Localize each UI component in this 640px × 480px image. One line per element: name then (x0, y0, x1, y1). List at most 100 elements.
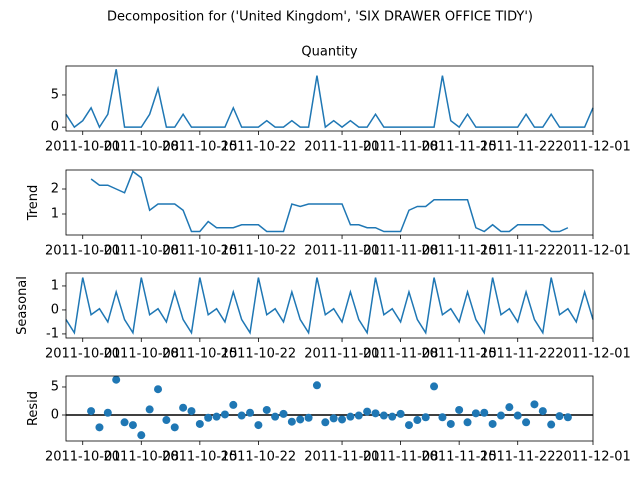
x-tick-label: 2011-10-15 (162, 347, 238, 362)
resid-point (463, 418, 472, 427)
x-tick-label: 2011-11-15 (421, 244, 497, 259)
resid-point (354, 411, 363, 420)
resid-point (404, 421, 413, 430)
x-tick-label: 2011-10-08 (104, 140, 180, 155)
resid-point (246, 408, 255, 417)
series-line (65, 277, 594, 335)
y-tick-label: -1 (46, 326, 59, 341)
x-tick-label: 2011-11-01 (304, 450, 380, 465)
axes-frame (65, 375, 594, 442)
resid-point (137, 431, 146, 440)
x-tick-label: 2011-10-01 (45, 450, 121, 465)
resid-point (346, 412, 355, 421)
chart-title: Decomposition for ('United Kingdom', 'SI… (107, 10, 533, 25)
panel-title: Quantity (301, 45, 357, 60)
y-tick-label: 0 (51, 408, 59, 423)
y-axis-label: Seasonal (15, 276, 30, 335)
resid-point (204, 413, 213, 422)
resid-point (455, 405, 464, 414)
resid-point (112, 375, 121, 384)
resid-point (329, 414, 338, 423)
x-tick-label: 2011-10-22 (221, 244, 297, 259)
resid-point (513, 411, 522, 420)
x-tick-label: 2011-11-22 (480, 244, 556, 259)
x-tick-label: 2011-10-08 (104, 450, 180, 465)
resid-point (379, 411, 388, 420)
resid-point (438, 413, 447, 422)
y-axis-label: Resid (26, 391, 41, 426)
resid-point (262, 405, 271, 414)
resid-point (296, 415, 305, 424)
y-tick-label: 0 (51, 302, 59, 317)
y-tick-label: 5 (51, 87, 59, 102)
resid-point (304, 413, 313, 422)
resid-point (229, 400, 238, 409)
x-tick-label: 2011-10-01 (45, 347, 121, 362)
resid-point (496, 411, 505, 420)
y-tick-label: 1 (51, 278, 59, 293)
x-tick-label: 2011-12-01 (555, 347, 631, 362)
resid-point (488, 419, 497, 428)
resid-point (95, 423, 104, 432)
x-tick-label: 2011-10-15 (162, 140, 238, 155)
resid-point (505, 403, 514, 412)
resid-point (321, 418, 330, 427)
resid-point (471, 409, 480, 418)
x-tick-label: 2011-10-15 (162, 244, 238, 259)
resid-point (254, 421, 263, 430)
resid-point (220, 410, 229, 419)
y-axis-label: Trend (26, 185, 41, 222)
resid-point (430, 382, 439, 391)
x-tick-label: 2011-11-01 (304, 140, 380, 155)
x-tick-label: 2011-11-15 (421, 140, 497, 155)
resid-point (522, 418, 531, 427)
x-tick-label: 2011-12-01 (555, 140, 631, 155)
x-tick-label: 2011-11-22 (480, 347, 556, 362)
x-tick-label: 2011-10-01 (45, 244, 121, 259)
resid-point (396, 409, 405, 418)
resid-point (363, 407, 372, 416)
x-tick-label: 2011-10-22 (221, 347, 297, 362)
axes-frame (65, 169, 594, 236)
resid-point (187, 407, 196, 416)
resid-point (413, 416, 422, 425)
y-tick-label: 0 (51, 120, 59, 135)
x-tick-label: 2011-11-22 (480, 450, 556, 465)
resid-point (145, 405, 154, 414)
resid-point (388, 412, 397, 421)
resid-point (162, 416, 171, 425)
x-tick-label: 2011-10-08 (104, 347, 180, 362)
resid-point (547, 420, 556, 429)
x-tick-label: 2011-10-15 (162, 450, 238, 465)
resid-point (371, 409, 380, 418)
series-line (65, 69, 594, 129)
resid-point (195, 419, 204, 428)
x-tick-label: 2011-11-15 (421, 347, 497, 362)
resid-point (279, 409, 288, 418)
resid-point (179, 403, 188, 412)
resid-point (538, 407, 547, 416)
series-line (90, 170, 569, 233)
resid-point (212, 412, 221, 421)
resid-point (555, 412, 564, 421)
resid-point (154, 385, 163, 394)
x-tick-label: 2011-12-01 (555, 450, 631, 465)
axes-frame (65, 272, 594, 339)
x-tick-label: 2011-11-01 (304, 347, 380, 362)
resid-point (287, 417, 296, 426)
x-tick-label: 2011-11-15 (421, 450, 497, 465)
resid-point (446, 419, 455, 428)
y-tick-label: 2 (51, 182, 59, 197)
x-tick-label: 2011-11-08 (363, 450, 439, 465)
x-tick-label: 2011-12-01 (555, 244, 631, 259)
resid-point (421, 413, 430, 422)
x-tick-label: 2011-10-01 (45, 140, 121, 155)
x-tick-label: 2011-11-01 (304, 244, 380, 259)
x-tick-label: 2011-11-08 (363, 244, 439, 259)
resid-point (237, 411, 246, 420)
x-tick-label: 2011-11-22 (480, 140, 556, 155)
x-tick-label: 2011-11-08 (363, 347, 439, 362)
x-tick-label: 2011-10-22 (221, 140, 297, 155)
resid-point (563, 413, 572, 422)
